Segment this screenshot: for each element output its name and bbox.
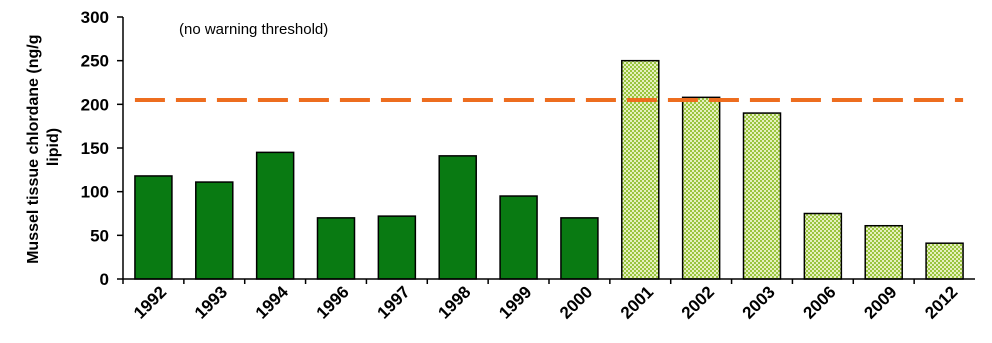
bar-2009	[864, 224, 903, 280]
x-tick-label-1992: 1992	[130, 282, 170, 322]
y-axis-title-line-1: Mussel tissue chlordane (ng/g	[25, 35, 42, 264]
x-tick-label-2000: 2000	[556, 282, 596, 322]
x-tick-label-2006: 2006	[800, 282, 840, 322]
bar-2000	[560, 217, 599, 280]
y-axis-ticks: 0 50 100 150 200 250 300	[81, 8, 123, 289]
x-tick-label-1999: 1999	[495, 282, 535, 322]
x-tick-label-1994: 1994	[252, 282, 293, 323]
x-tick-label-1993: 1993	[191, 282, 231, 322]
x-tick-label-1998: 1998	[434, 282, 474, 322]
x-tick-label-2001: 2001	[617, 282, 657, 322]
axes	[122, 17, 975, 280]
y-axis-title: Mussel tissue chlordane (ng/g lipid)	[25, 30, 62, 264]
x-tick-label-2002: 2002	[678, 282, 718, 322]
x-tick-label-2003: 2003	[739, 282, 779, 322]
bar-1993	[195, 181, 234, 280]
bar-2006	[803, 212, 843, 280]
bar-2002	[681, 96, 721, 280]
y-tick-label: 100	[81, 183, 109, 202]
bar-1994	[255, 151, 295, 280]
bar-1992	[134, 175, 173, 280]
bar-2012	[925, 242, 964, 280]
y-tick-label: 200	[81, 95, 109, 114]
y-tick-label: 150	[81, 139, 109, 158]
x-tick-label-2009: 2009	[860, 282, 900, 322]
x-tick-label-1996: 1996	[313, 282, 353, 322]
bar-2001	[621, 59, 660, 280]
bar-1997	[377, 215, 417, 280]
x-tick-label-2012: 2012	[921, 282, 961, 322]
x-tick-label-1997: 1997	[374, 282, 414, 322]
x-axis-ticks: 1992 1993 1994 1996 1997 1998 1999 2000 2001 2002…	[122, 279, 961, 323]
y-axis-title-line-2: lipid)	[45, 128, 62, 166]
chart-annotation: (no warning threshold)	[179, 21, 328, 38]
bar-2003	[742, 112, 782, 280]
y-tick-label: 50	[90, 226, 109, 245]
bars	[134, 59, 964, 280]
y-tick-label: 250	[81, 52, 109, 71]
bar-1999	[499, 195, 538, 280]
bar-1996	[316, 217, 356, 280]
bar-1998	[438, 155, 477, 280]
y-tick-label: 300	[81, 8, 109, 27]
y-tick-label: 0	[100, 270, 109, 289]
